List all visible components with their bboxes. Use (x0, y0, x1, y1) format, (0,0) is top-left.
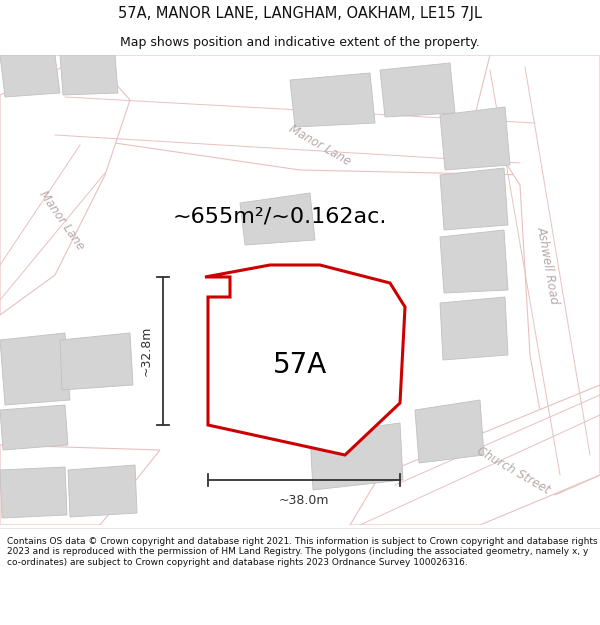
Polygon shape (68, 465, 137, 517)
Polygon shape (440, 107, 510, 170)
Polygon shape (380, 63, 455, 117)
Text: ~655m²/~0.162ac.: ~655m²/~0.162ac. (173, 207, 387, 227)
Polygon shape (0, 55, 60, 97)
Polygon shape (50, 55, 600, 175)
Polygon shape (475, 55, 600, 495)
Polygon shape (60, 333, 133, 390)
Polygon shape (290, 73, 375, 127)
Text: 57A, MANOR LANE, LANGHAM, OAKHAM, LE15 7JL: 57A, MANOR LANE, LANGHAM, OAKHAM, LE15 7… (118, 6, 482, 21)
Polygon shape (440, 230, 508, 293)
Text: ~32.8m: ~32.8m (140, 326, 153, 376)
Polygon shape (0, 405, 68, 450)
Text: ~38.0m: ~38.0m (279, 494, 329, 507)
Text: Ashwell Road: Ashwell Road (535, 225, 561, 305)
Polygon shape (0, 55, 130, 315)
Polygon shape (350, 385, 600, 525)
Text: 57A: 57A (273, 351, 327, 379)
Polygon shape (0, 467, 67, 518)
Text: Manor Lane: Manor Lane (37, 188, 87, 252)
Polygon shape (440, 168, 508, 230)
Polygon shape (60, 55, 118, 95)
Polygon shape (240, 193, 315, 245)
Text: Contains OS data © Crown copyright and database right 2021. This information is : Contains OS data © Crown copyright and d… (7, 537, 598, 567)
Text: Church Street: Church Street (474, 444, 552, 496)
Text: Map shows position and indicative extent of the property.: Map shows position and indicative extent… (120, 36, 480, 49)
Polygon shape (235, 297, 308, 365)
Polygon shape (0, 333, 70, 405)
Polygon shape (415, 400, 484, 463)
Polygon shape (440, 297, 508, 360)
Polygon shape (310, 423, 403, 490)
Polygon shape (0, 445, 160, 525)
Text: Manor Lane: Manor Lane (287, 122, 353, 168)
Polygon shape (205, 265, 405, 455)
